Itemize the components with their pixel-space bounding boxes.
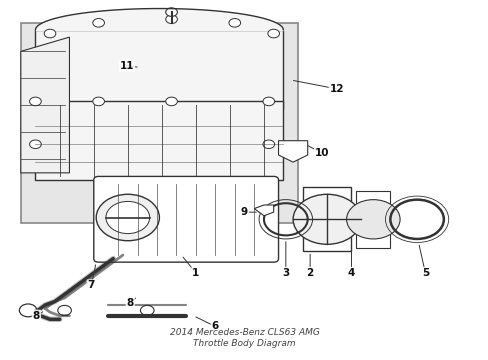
Circle shape — [30, 140, 41, 149]
Circle shape — [263, 140, 274, 149]
FancyBboxPatch shape — [94, 176, 278, 262]
Circle shape — [292, 194, 361, 244]
Circle shape — [267, 29, 279, 38]
Text: 5: 5 — [421, 268, 428, 278]
Polygon shape — [35, 102, 283, 180]
Circle shape — [140, 305, 154, 315]
Text: 8: 8 — [126, 298, 134, 308]
Circle shape — [346, 200, 399, 239]
Text: 6: 6 — [211, 321, 219, 332]
Text: 8: 8 — [33, 311, 40, 321]
Polygon shape — [302, 187, 351, 251]
Circle shape — [228, 18, 240, 27]
Text: 12: 12 — [329, 84, 344, 94]
Circle shape — [106, 202, 149, 234]
Circle shape — [165, 97, 177, 106]
Text: 4: 4 — [347, 268, 354, 278]
Text: 3: 3 — [282, 268, 289, 278]
Polygon shape — [278, 141, 307, 162]
Circle shape — [93, 18, 104, 27]
Text: 11: 11 — [120, 61, 134, 71]
Text: 9: 9 — [241, 207, 247, 217]
Text: 7: 7 — [87, 280, 95, 291]
FancyBboxPatch shape — [21, 23, 297, 223]
Polygon shape — [254, 205, 273, 216]
Circle shape — [165, 8, 177, 17]
Circle shape — [96, 194, 159, 241]
Text: 10: 10 — [314, 148, 329, 158]
Circle shape — [58, 305, 71, 315]
Circle shape — [165, 15, 177, 23]
Text: 2014 Mercedes-Benz CLS63 AMG
Throttle Body Diagram: 2014 Mercedes-Benz CLS63 AMG Throttle Bo… — [169, 328, 319, 348]
Polygon shape — [21, 37, 69, 173]
Circle shape — [263, 97, 274, 106]
Polygon shape — [35, 30, 283, 109]
Circle shape — [93, 97, 104, 106]
Text: 2: 2 — [306, 268, 313, 278]
Text: 1: 1 — [192, 268, 199, 278]
Circle shape — [44, 29, 56, 38]
Circle shape — [20, 304, 37, 317]
Polygon shape — [356, 191, 389, 248]
Circle shape — [30, 97, 41, 106]
